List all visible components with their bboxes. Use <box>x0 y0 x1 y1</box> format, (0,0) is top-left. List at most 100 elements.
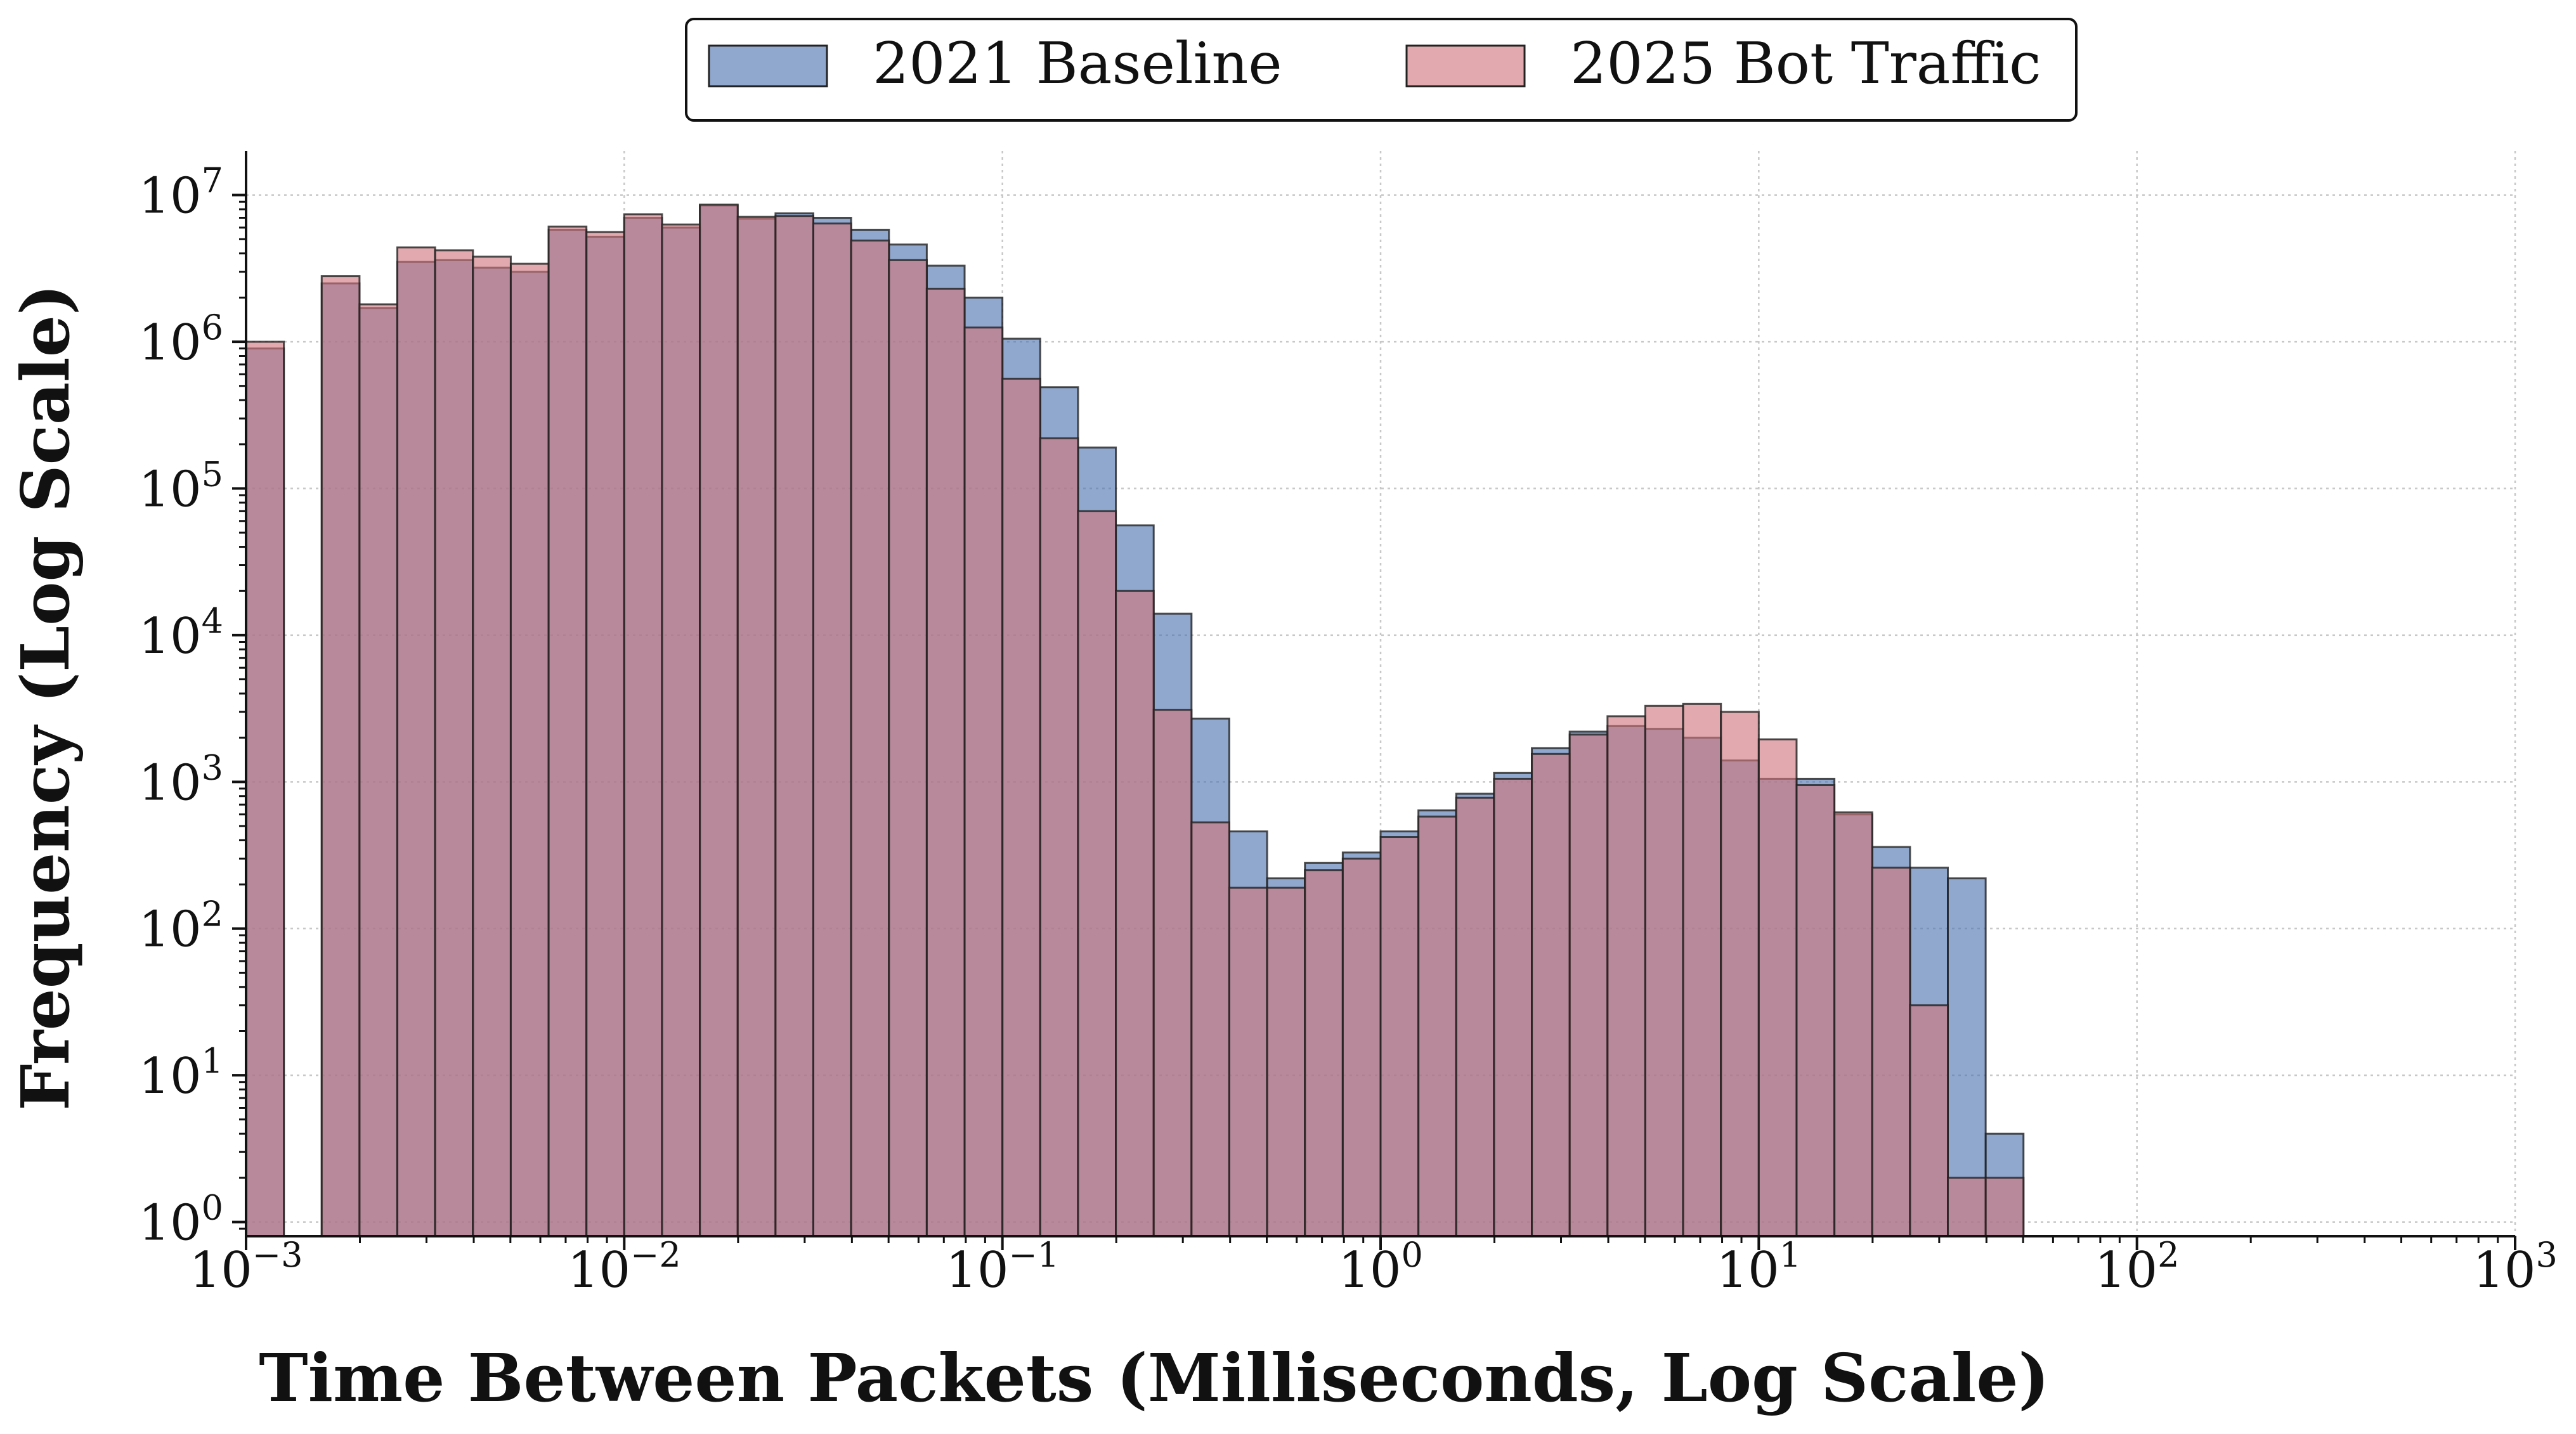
bar-2025-bot-traffic <box>774 215 815 1237</box>
y-tick-label-exponent: 3 <box>202 747 223 787</box>
y-tick-label-base: 10 <box>138 1195 201 1252</box>
bar-2025-bot-traffic <box>1795 784 1836 1237</box>
y-tick-label-base: 10 <box>138 901 201 959</box>
x-tick-label-base: 10 <box>1338 1242 1401 1299</box>
bar-2025-bot-traffic <box>1341 857 1382 1237</box>
bar-2025-bot-traffic <box>812 223 852 1237</box>
y-tick-label-base: 10 <box>138 754 201 811</box>
legend-swatch-2025-bot-traffic <box>1405 44 1526 87</box>
y-tick-label: 106 <box>138 307 223 371</box>
legend-label-2025-bot-traffic: 2025 Bot Traffic <box>1570 30 2041 97</box>
x-tick-label: 100 <box>1338 1235 1423 1299</box>
bar-2025-bot-traffic <box>623 213 663 1237</box>
x-tick-label: 10−3 <box>190 1235 303 1299</box>
legend-swatch-2021-baseline <box>708 44 828 87</box>
x-tick-label: 103 <box>2473 1235 2558 1299</box>
bar-2025-bot-traffic <box>1606 715 1646 1237</box>
bar-2025-bot-traffic <box>963 326 1004 1237</box>
y-tick-label-exponent: 7 <box>202 161 223 201</box>
bar-2025-bot-traffic <box>1152 709 1193 1237</box>
x-tick-label: 10−2 <box>568 1235 681 1299</box>
x-tick-label-exponent: 3 <box>2535 1235 2557 1275</box>
x-tick-label-exponent: −2 <box>630 1235 681 1275</box>
y-tick-label-base: 10 <box>138 1048 201 1105</box>
bar-2025-bot-traffic <box>1039 437 1079 1237</box>
bar-2025-bot-traffic <box>1001 377 1041 1237</box>
y-tick-label: 100 <box>138 1188 223 1252</box>
y-tick-label: 107 <box>138 161 223 225</box>
y-axis-title: Frequency (Log Scale) <box>6 284 84 1111</box>
bar-2025-bot-traffic <box>1455 796 1495 1237</box>
x-tick-label-base: 10 <box>2473 1242 2535 1299</box>
bar-2025-bot-traffic <box>1266 886 1306 1237</box>
x-tick-label-base: 10 <box>1717 1242 1779 1299</box>
bar-2025-bot-traffic <box>1568 733 1609 1237</box>
x-tick-label: 102 <box>2095 1235 2180 1299</box>
bar-2025-bot-traffic <box>1531 753 1571 1237</box>
bar-2025-bot-traffic <box>1833 811 1873 1237</box>
bar-2025-bot-traffic <box>1379 836 1420 1237</box>
bar-2025-bot-traffic <box>1228 886 1268 1237</box>
bar-2025-bot-traffic <box>736 216 777 1237</box>
y-tick-label: 102 <box>138 895 223 959</box>
bar-2025-bot-traffic <box>396 246 436 1237</box>
x-tick-label-base: 10 <box>2095 1242 2157 1299</box>
y-tick-label-base: 10 <box>138 461 201 518</box>
x-tick-label: 10−1 <box>946 1235 1059 1299</box>
y-tick-label-exponent: 0 <box>202 1188 223 1228</box>
bar-2025-bot-traffic <box>1909 1004 1949 1237</box>
bar-2025-bot-traffic <box>1757 738 1798 1237</box>
bar-2025-bot-traffic <box>1304 869 1344 1237</box>
x-tick-label: 101 <box>1717 1235 1802 1299</box>
y-tick-label: 101 <box>138 1041 223 1105</box>
y-tick-label-exponent: 6 <box>202 307 223 347</box>
y-tick-label-exponent: 1 <box>202 1041 223 1081</box>
y-tick-label: 103 <box>138 747 223 811</box>
y-tick-label-base: 10 <box>138 168 201 225</box>
bar-2025-bot-traffic <box>1417 815 1457 1237</box>
x-tick-label-base: 10 <box>568 1242 630 1299</box>
x-tick-label-exponent: 1 <box>1779 1235 1801 1275</box>
bar-2025-bot-traffic <box>547 225 588 1237</box>
x-tick-label-base: 10 <box>946 1242 1008 1299</box>
bar-2025-bot-traffic <box>585 231 625 1237</box>
bar-2025-bot-traffic <box>1682 702 1722 1237</box>
bar-2025-bot-traffic <box>1947 1177 1987 1237</box>
axis-ticks <box>232 193 2516 1250</box>
bar-2025-bot-traffic <box>661 223 701 1237</box>
y-tick-label-exponent: 4 <box>202 601 223 641</box>
bar-2025-bot-traffic <box>434 249 474 1237</box>
bar-2025-bot-traffic <box>850 239 890 1237</box>
bar-2025-bot-traffic <box>888 259 928 1237</box>
legend: 2021 Baseline 2025 Bot Traffic <box>685 18 2078 122</box>
y-tick-label-exponent: 2 <box>202 895 223 934</box>
x-tick-labels: 10−3 10−2 10−1 100 101 102 103 <box>190 1235 2558 1299</box>
x-tick-label-exponent: 0 <box>1401 1235 1422 1275</box>
grid <box>245 151 2516 1236</box>
bar-2025-bot-traffic <box>358 303 399 1237</box>
bar-2025-bot-traffic <box>1115 590 1155 1237</box>
y-tick-label-base: 10 <box>138 314 201 371</box>
bar-2025-bot-traffic <box>925 287 966 1237</box>
legend-frame <box>685 18 2078 122</box>
x-tick-label-exponent: −1 <box>1008 1235 1059 1275</box>
bar-2025-bot-traffic <box>1077 510 1117 1237</box>
bar-2025-bot-traffic <box>320 275 361 1237</box>
x-tick-label-exponent: −3 <box>252 1235 303 1275</box>
y-tick-label-exponent: 5 <box>202 454 223 494</box>
x-axis-title: Time Between Packets (Milliseconds, Log … <box>259 1339 2049 1417</box>
histogram-bars <box>245 203 2025 1237</box>
legend-label-2021-baseline: 2021 Baseline <box>873 30 1282 97</box>
bar-2025-bot-traffic <box>245 340 285 1237</box>
bar-2025-bot-traffic <box>1493 777 1533 1237</box>
bar-2025-bot-traffic <box>1720 711 1760 1237</box>
bar-2025-bot-traffic <box>1871 867 1911 1237</box>
bar-2025-bot-traffic <box>509 262 550 1237</box>
y-tick-label: 104 <box>138 601 223 665</box>
y-tick-label-base: 10 <box>138 608 201 665</box>
bar-2025-bot-traffic <box>699 203 739 1237</box>
bar-2025-bot-traffic <box>1190 821 1230 1237</box>
y-tick-label: 105 <box>138 454 223 518</box>
